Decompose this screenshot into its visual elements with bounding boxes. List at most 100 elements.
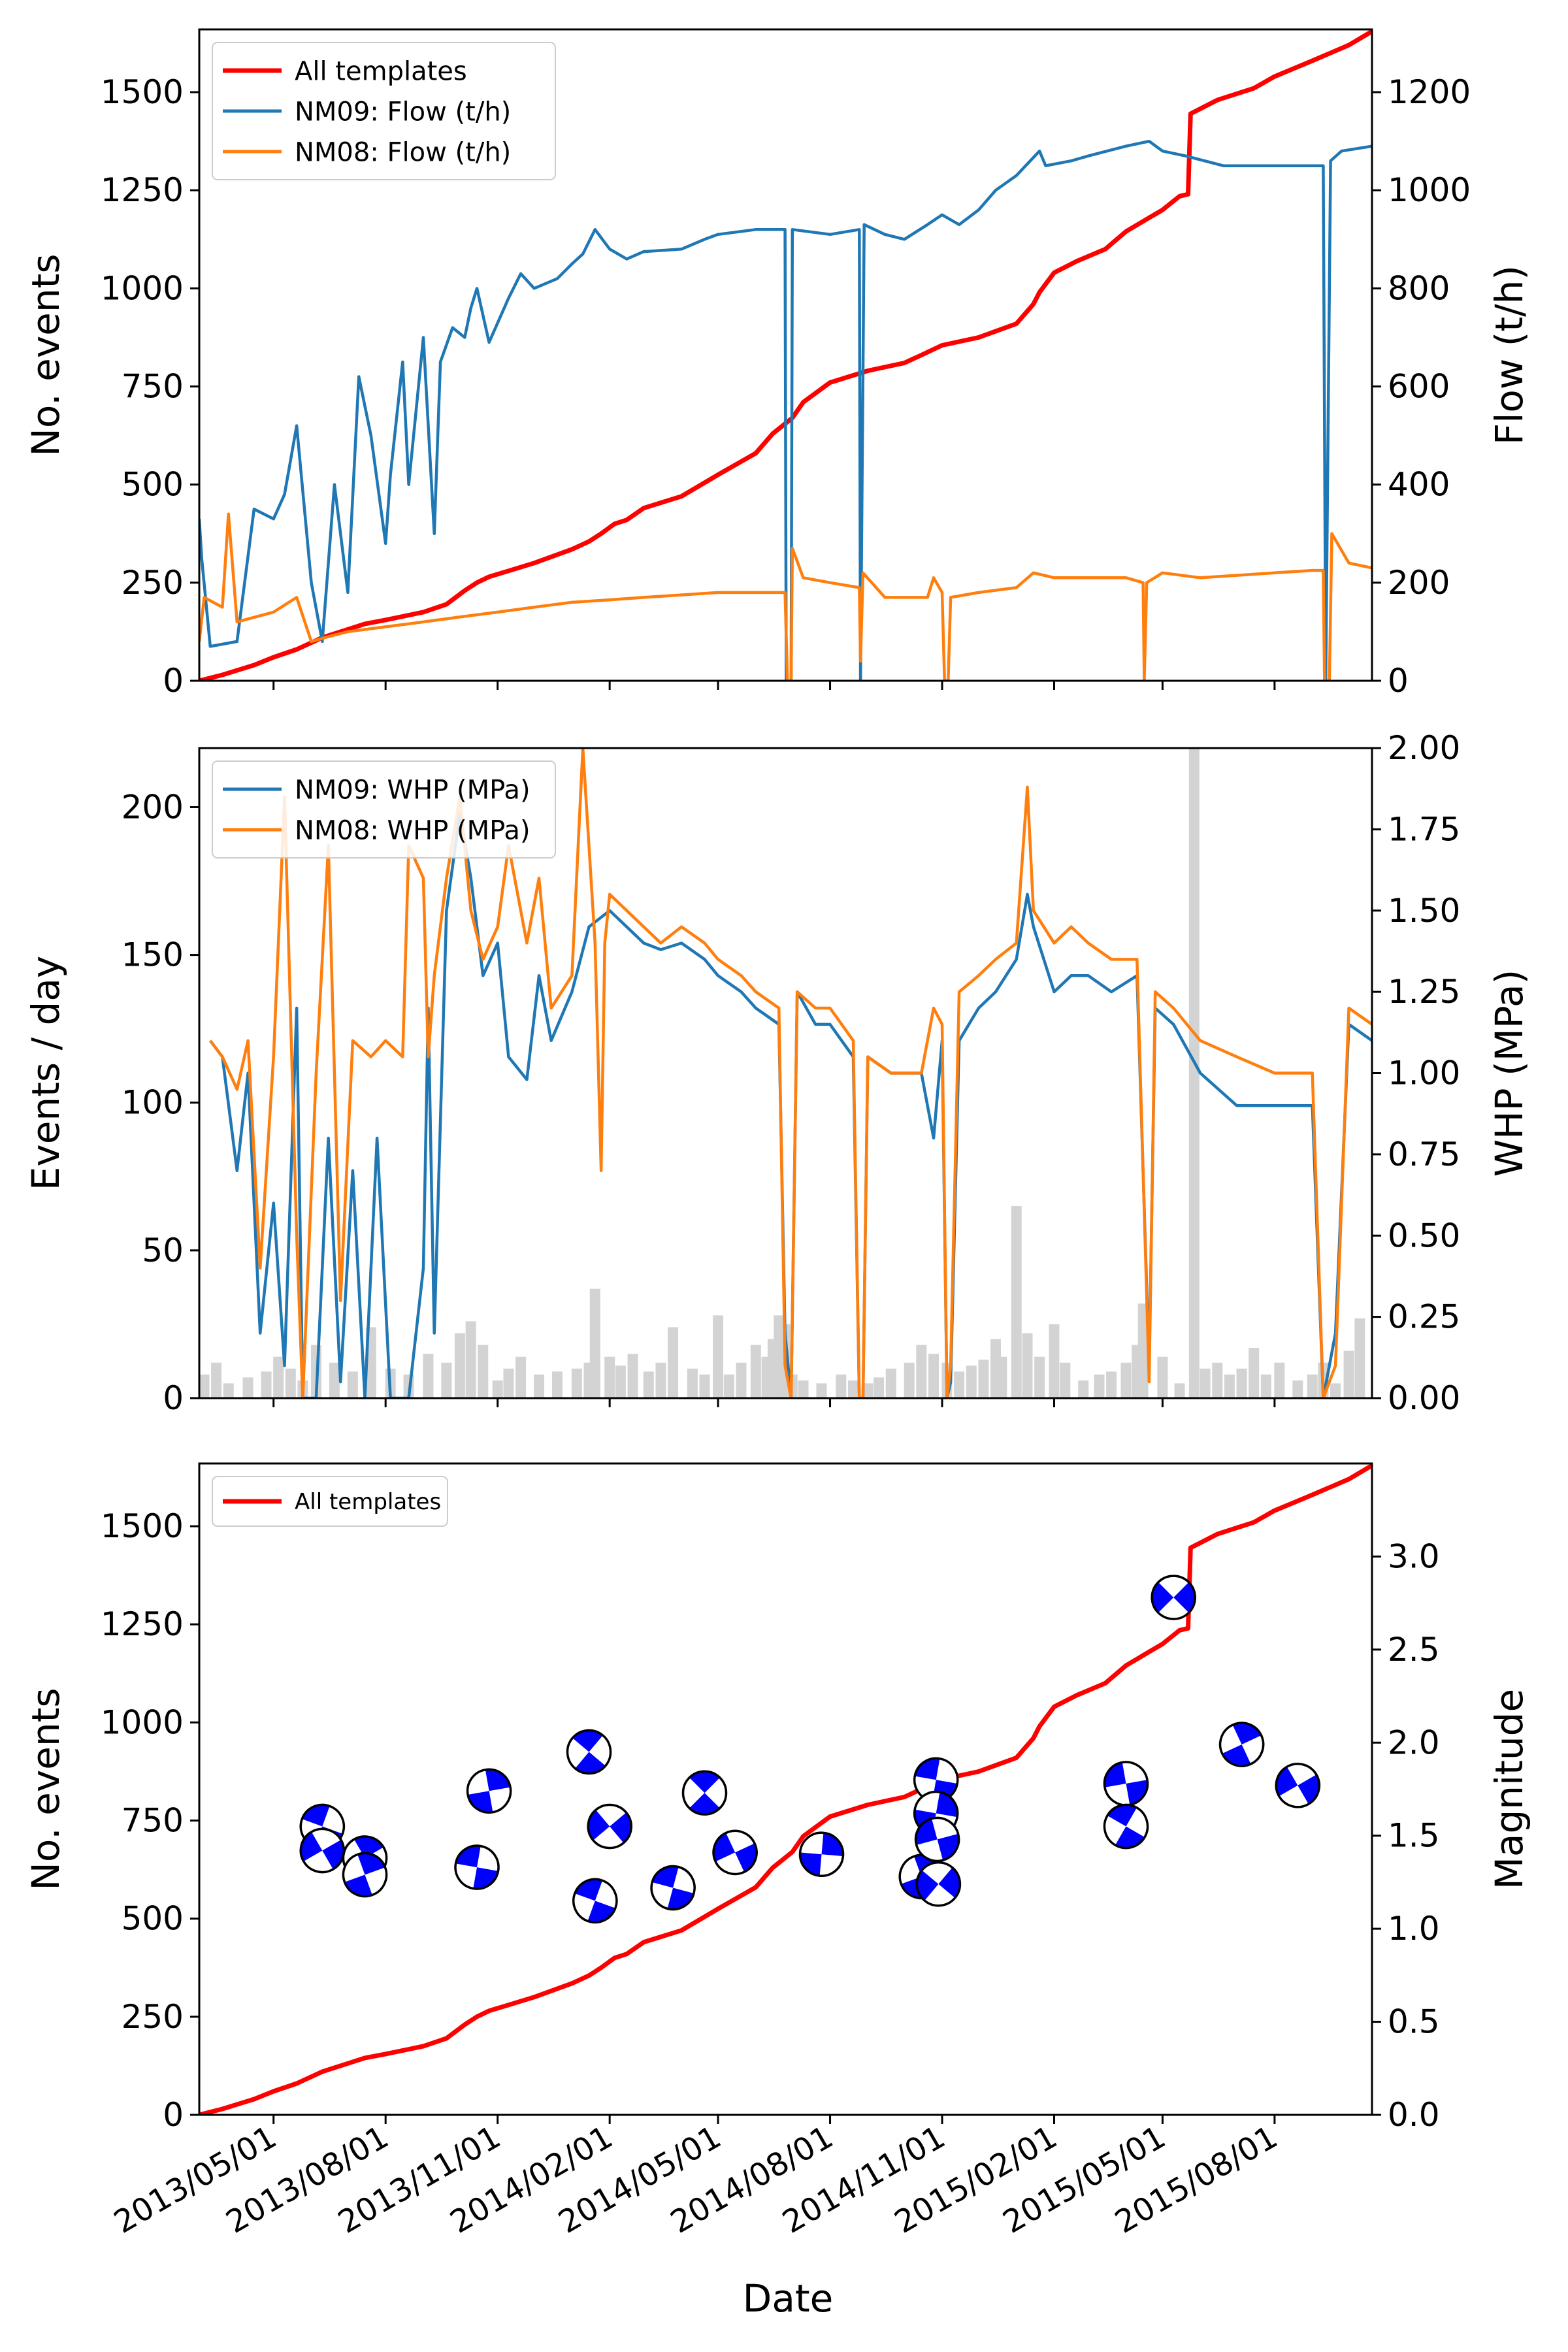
beachball-quadrant: [1276, 1767, 1298, 1797]
histogram-bar: [723, 1374, 734, 1398]
focal-mechanism-beachball: [914, 1816, 960, 1863]
beachball-quadrant: [572, 1730, 603, 1752]
histogram-bar: [655, 1362, 666, 1398]
legend-box: [212, 42, 556, 180]
histogram-bar: [1011, 1206, 1022, 1398]
focal-mechanism-beachball: [913, 1757, 959, 1803]
beachball-outline: [1151, 1575, 1196, 1620]
axes-frame: [198, 1462, 1373, 2116]
histogram-bar: [329, 1362, 340, 1398]
beachball-quadrant: [301, 1831, 323, 1861]
beachball-quadrant: [1152, 1582, 1174, 1613]
beachball-quadrant: [354, 1836, 384, 1858]
legend: All templates: [212, 1476, 448, 1527]
y-right-axis-label: Magnitude: [1487, 1689, 1531, 1889]
beachball-outline: [681, 1770, 728, 1816]
y-left-tick-label: 0: [163, 2096, 184, 2134]
histogram-bar: [1106, 1371, 1117, 1398]
histogram-bar: [1200, 1368, 1211, 1398]
y-right-tick-label: 1.25: [1388, 973, 1460, 1011]
histogram-bar: [916, 1345, 927, 1398]
histogram-bar: [954, 1371, 965, 1398]
series-line-nm09: [199, 139, 1372, 681]
y-right-tick-label: 200: [1388, 564, 1450, 602]
legend-box: [212, 760, 556, 858]
series-line-nm09: [209, 811, 1372, 1398]
histogram-bar: [589, 1288, 600, 1398]
beachball-outline: [342, 1852, 388, 1898]
beachball-quadrant: [1126, 1780, 1148, 1805]
y-right-tick-label: 2.00: [1388, 729, 1460, 767]
beachball-quadrant: [1298, 1774, 1320, 1805]
beachball-quadrant: [689, 1771, 720, 1793]
focal-mechanism-beachball: [650, 1865, 696, 1911]
beachball-quadrant: [1173, 1582, 1196, 1613]
beachball-outline: [454, 1844, 500, 1890]
y-right-tick-label: 1200: [1388, 73, 1471, 111]
focal-mechanism-beachball: [1151, 1575, 1196, 1620]
beachball-quadrant: [1222, 1744, 1251, 1767]
focal-mechanism-beachball: [712, 1829, 758, 1876]
y-left-tick-label: 1500: [101, 1507, 184, 1545]
beachball-outline: [572, 1878, 618, 1924]
histogram-bar: [978, 1360, 989, 1398]
legend-box: [212, 1476, 448, 1527]
histogram-bar: [736, 1362, 747, 1398]
plot-area: [199, 1463, 1372, 2115]
focal-mechanism-beachball: [1275, 1763, 1321, 1808]
histogram-bar: [928, 1354, 939, 1398]
y-right-tick-label: 1.0: [1388, 1910, 1440, 1948]
histogram-bar: [615, 1365, 626, 1398]
plot-area: [199, 29, 1372, 681]
histogram-bar: [1049, 1324, 1060, 1398]
y-right-tick-label: 1.50: [1388, 892, 1460, 930]
histogram-bar: [552, 1371, 563, 1398]
histogram-bar: [273, 1356, 284, 1398]
histogram-bar: [885, 1368, 896, 1398]
histogram-bar: [904, 1362, 915, 1398]
histogram-bar: [261, 1371, 272, 1398]
histogram-bar: [1212, 1362, 1223, 1398]
y-right-tick-label: 1.75: [1388, 810, 1460, 848]
y-right-axis-label: Flow (t/h): [1487, 265, 1531, 445]
histogram-bar: [478, 1345, 489, 1398]
series-line-all-templates: [199, 1463, 1372, 2115]
panel-middle-whp: 0 50 100 150 200 0.00 0.25 0.50 0.75 1.00 1.25 1.50…: [24, 729, 1531, 1417]
beachball-quadrant: [936, 1792, 958, 1818]
histogram-bar: [1224, 1374, 1235, 1398]
focal-mechanism-beachball: [915, 1861, 962, 1907]
series-line-nm08: [199, 512, 1372, 681]
focal-mechanism-beachball: [587, 1803, 632, 1850]
beachball-quadrant: [1104, 1762, 1126, 1788]
beachball-quadrant: [610, 1812, 632, 1843]
focal-mechanism-beachball: [342, 1852, 388, 1898]
beachball-quadrant: [473, 1867, 498, 1889]
beachball-quadrant: [485, 1769, 511, 1791]
histogram-bar: [874, 1377, 885, 1398]
focal-mechanism-beachball: [454, 1844, 500, 1890]
plot-area: [199, 748, 1372, 1398]
histogram-bar: [211, 1362, 222, 1398]
histogram-bar: [1157, 1356, 1168, 1398]
histogram-bar: [687, 1368, 698, 1398]
legend-label: NM08: Flow (t/h): [295, 137, 511, 167]
y-right-tick-label: 0.0: [1388, 2096, 1440, 2134]
y-right-tick-label: 1.00: [1388, 1054, 1460, 1092]
legend: All templates NM09: Flow (t/h) NM08: Flow …: [212, 42, 556, 180]
histogram-bar: [1120, 1362, 1132, 1398]
histogram-bar: [1022, 1333, 1033, 1398]
histogram-bar: [668, 1327, 679, 1398]
y-left-tick-label: 1250: [101, 1605, 184, 1643]
histogram-bar: [1094, 1374, 1105, 1398]
y-left-axis-label: No. events: [24, 253, 68, 456]
focal-mechanism-beachball: [681, 1770, 728, 1816]
histogram-bar: [1343, 1350, 1354, 1398]
histogram-bar: [699, 1374, 710, 1398]
y-right-tick-label: 0: [1388, 662, 1409, 700]
focal-mechanism-beachball: [798, 1831, 845, 1877]
beachball-outline: [1218, 1722, 1265, 1767]
histogram-bar: [627, 1354, 638, 1398]
histogram-bar: [643, 1371, 654, 1398]
x-axis-label: Date: [743, 2276, 834, 2321]
